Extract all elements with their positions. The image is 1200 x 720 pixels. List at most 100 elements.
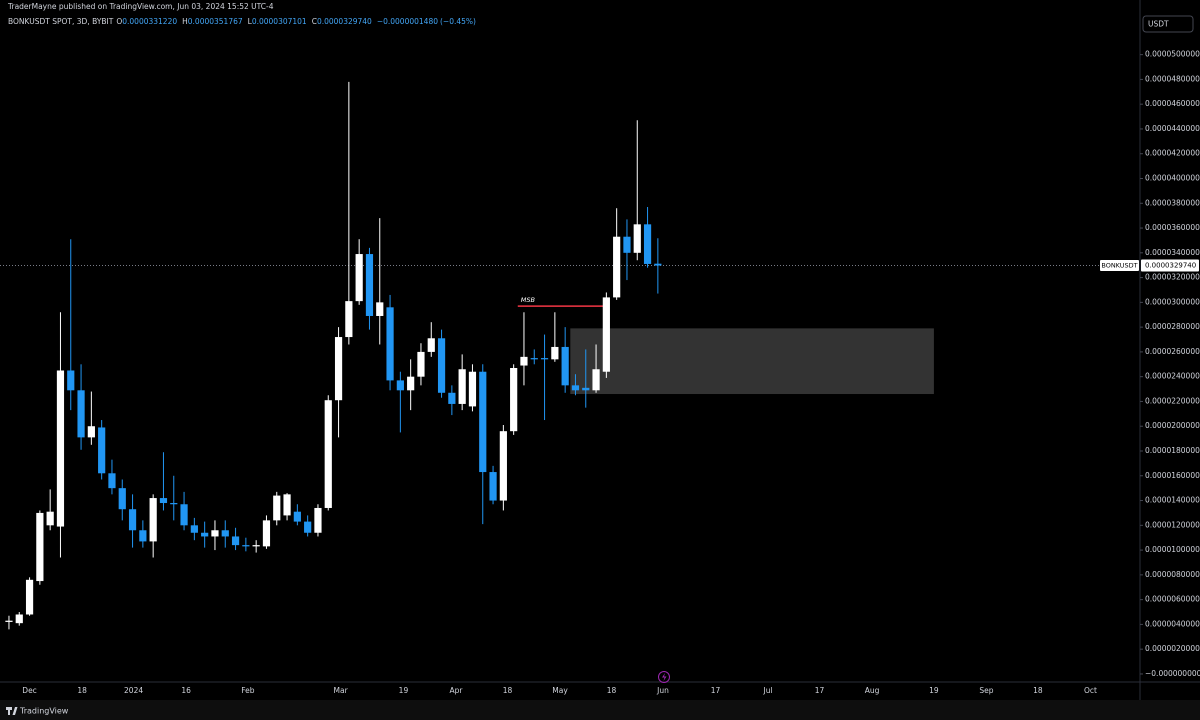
footer-bar	[0, 700, 1200, 720]
y-tick-label: 0.0000180000	[1145, 446, 1200, 455]
candle-body	[561, 346, 569, 386]
candle-body	[345, 301, 353, 338]
y-tick-label: 0.0000040000	[1145, 619, 1200, 628]
ohlc-key: H	[182, 17, 188, 26]
symbol-tag	[1100, 260, 1139, 272]
x-tick-label: Jun	[656, 686, 669, 695]
currency-label[interactable]: USDT	[1148, 20, 1169, 29]
candle-body	[293, 511, 301, 522]
candle-body	[159, 498, 168, 504]
y-tick-label: 0.0000260000	[1145, 347, 1200, 356]
y-tick-label: 0.0000220000	[1145, 396, 1200, 405]
candle-body	[479, 371, 487, 473]
candle-body	[633, 224, 641, 253]
candle-body	[582, 387, 590, 391]
x-tick-label: 16	[181, 686, 191, 695]
x-tick-label: Apr	[449, 686, 463, 695]
candle-body	[551, 346, 559, 360]
candle-body	[283, 494, 291, 516]
candle-body	[108, 473, 116, 489]
candle-body	[98, 427, 106, 474]
candle-body	[25, 579, 34, 615]
ohlc-value: 0.0000329740	[316, 17, 372, 26]
candle-body	[67, 370, 75, 391]
currency-button[interactable]	[1142, 15, 1194, 33]
candle-body	[468, 371, 477, 407]
candle-body	[118, 488, 126, 510]
ohlc-key: C	[311, 17, 317, 26]
x-tick-label: 2024	[124, 686, 143, 695]
candle-body	[5, 620, 13, 622]
candle-body	[520, 356, 528, 366]
ohlc-key: O	[116, 17, 123, 26]
candle-body	[407, 376, 415, 391]
candle-body	[170, 503, 178, 505]
logo	[6, 707, 18, 715]
y-tick-label: 0.0000340000	[1145, 248, 1200, 257]
symbol: BONKUSDT SPOT, 3D, BYBIT	[8, 17, 114, 26]
y-tick-label: 0.0000080000	[1145, 570, 1200, 579]
x-tick-label: 18	[77, 686, 87, 695]
candle-body	[510, 368, 518, 432]
candle-body	[396, 380, 404, 391]
candle-body	[365, 254, 374, 316]
candle-body	[602, 297, 610, 372]
ohlc-value: 0.0000331220	[122, 17, 178, 26]
x-tick-label: 17	[711, 686, 721, 695]
candle-body	[252, 545, 260, 547]
candle-body	[149, 498, 157, 542]
y-tick-label: 0.0000300000	[1145, 297, 1200, 306]
candle-body	[592, 369, 600, 391]
x-tick-label: Oct	[1084, 686, 1097, 695]
y-tick-label: 0.0000060000	[1145, 595, 1200, 604]
candle-body	[15, 614, 23, 624]
y-tick-label: 0.0000380000	[1145, 198, 1200, 207]
candle-body	[190, 525, 198, 533]
candle-body	[499, 431, 507, 501]
candle-body	[355, 254, 363, 302]
price-tag	[1141, 259, 1199, 272]
candle-body	[314, 507, 322, 533]
y-tick-label: 0.0000200000	[1145, 421, 1200, 430]
candle-body	[489, 472, 497, 501]
x-tick-label: 19	[929, 686, 939, 695]
y-tick-label: 0.0000440000	[1145, 124, 1200, 133]
x-tick-label: Feb	[241, 686, 255, 695]
candle-body	[262, 520, 271, 547]
publisher-header: TraderMayne published on TradingView.com…	[7, 2, 274, 11]
y-tick-label: 0.0000100000	[1145, 545, 1200, 554]
candle-body	[128, 509, 137, 531]
candle-body	[417, 351, 425, 377]
candle-body	[427, 338, 435, 352]
candle-body	[324, 400, 332, 508]
y-tick-label: 0.0000460000	[1145, 99, 1200, 108]
y-tick-label: 0.0000480000	[1145, 74, 1200, 83]
replay-icon[interactable]	[658, 671, 670, 683]
x-tick-label: 18	[1033, 686, 1043, 695]
candle-body	[530, 358, 538, 360]
candle-body	[180, 504, 188, 526]
y-tick-label: 0.0000160000	[1145, 471, 1200, 480]
candle-body	[654, 263, 662, 266]
candle-body	[139, 530, 147, 542]
ohlc-value: 0.0000351767	[187, 17, 243, 26]
candle-body	[231, 536, 240, 546]
candle-body	[46, 511, 54, 526]
y-tick-label: 0.0000120000	[1145, 520, 1200, 529]
y-tick-label: 0.0000400000	[1145, 173, 1200, 182]
candle-body	[623, 236, 631, 253]
ohlc-value: 0.0000307101	[251, 17, 307, 26]
x-tick-label: Jul	[763, 686, 773, 695]
y-tick-label: 0.0000500000	[1145, 50, 1200, 59]
x-tick-label: 18	[503, 686, 513, 695]
candle-body	[613, 236, 621, 298]
x-tick-label: Mar	[334, 686, 349, 695]
zone-box	[570, 328, 934, 395]
y-tick-label: 0.0000280000	[1145, 322, 1200, 331]
x-tick-label: 17	[815, 686, 825, 695]
x-tick-label: 18	[607, 686, 617, 695]
